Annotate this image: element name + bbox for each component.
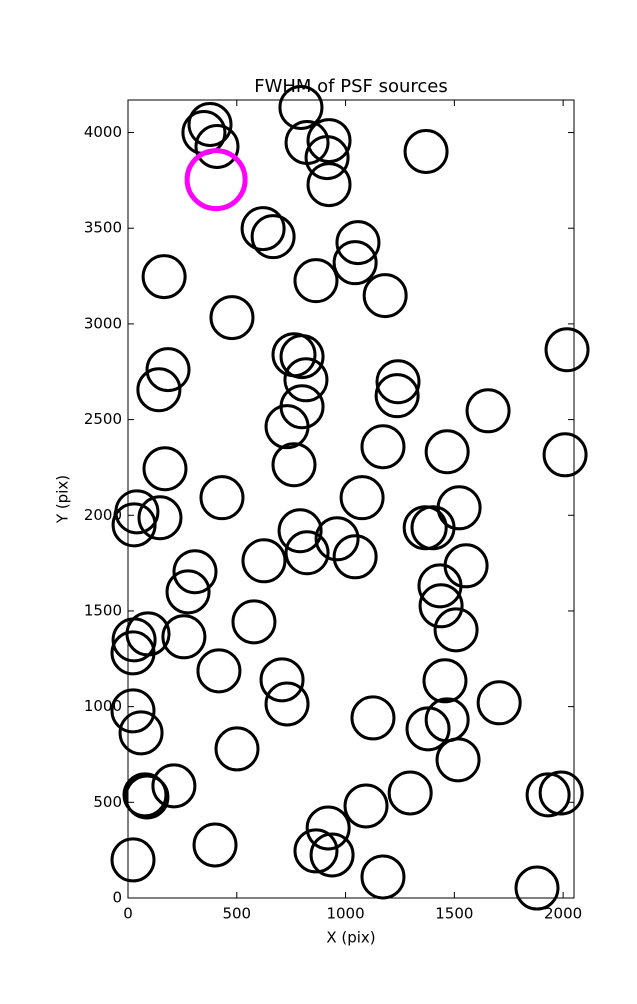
source-circle [293,828,339,874]
source-circle [199,475,245,521]
source-circle [305,805,351,851]
source-circle [424,429,470,475]
source-circle [184,148,248,212]
source-circle [476,680,522,726]
source-circle [142,446,188,492]
x-tick-label: 500 [222,905,251,923]
source-circle [542,432,588,478]
source-circle [306,162,352,208]
source-circle [350,695,396,741]
source-circle [214,726,260,772]
source-circle [209,295,255,341]
source-circle [433,607,479,653]
source-circle [118,710,164,756]
y-tick-label: 1500 [84,601,122,619]
source-circle [314,516,360,562]
source-circle [284,530,330,576]
source-circle [250,214,296,260]
source-circle [465,388,511,434]
source-circle [436,485,482,531]
source-circle [417,563,463,609]
source-circle [525,772,571,818]
source-circle [172,549,218,595]
source-circle [231,599,277,645]
source-circle [136,367,182,413]
source-circle [279,334,325,380]
source-circle [122,772,168,818]
source-circle [110,688,156,734]
source-circle [309,832,355,878]
source-circle [403,128,449,174]
source-circle [192,822,238,868]
source-circle [151,763,197,809]
source-circle [196,648,242,694]
source-circle [111,502,157,548]
source-circle [283,357,329,403]
source-circle [538,770,584,816]
x-tick-label: 2000 [544,905,582,923]
source-circle [544,327,590,373]
source-circle [339,475,385,521]
source-circle [277,508,323,554]
source-circle [124,774,170,820]
source-circle [335,220,381,266]
x-tick-label: 1000 [326,905,364,923]
chart-title: FWHM of PSF sources [254,76,448,97]
y-tick-label: 3500 [84,219,122,237]
source-circle [240,206,286,252]
source-circle [405,706,451,752]
source-circle [110,837,156,883]
source-circle [418,583,464,629]
y-tick-label: 500 [93,793,122,811]
source-circle [374,373,420,419]
x-axis-label: X (pix) [326,929,375,947]
source-circle [264,681,310,727]
x-tick-label: 0 [123,905,133,923]
source-circle [514,865,560,911]
source-circle [194,124,240,170]
source-circle [332,240,378,286]
source-circle [360,424,406,470]
source-circle [304,135,350,181]
source-circle [141,254,187,300]
source-circle [111,617,157,663]
source-circle [271,442,317,488]
source-circle [137,495,183,541]
plot-frame [127,99,575,899]
source-circle [306,118,352,164]
source-circle [161,614,207,660]
source-circle [293,258,339,304]
source-circle [332,534,378,580]
source-circle [241,538,287,584]
source-circle [264,404,310,450]
source-circle [259,657,305,703]
y-tick-label: 2500 [84,410,122,428]
source-circle [362,273,408,319]
x-tick-label: 1500 [435,905,473,923]
source-circle [110,630,156,676]
y-tick-label: 3000 [84,314,122,332]
source-circle [435,737,481,783]
source-circle [422,658,468,704]
source-circle [343,783,389,829]
y-axis-label: Y (pix) [54,475,72,524]
source-circle [375,359,421,405]
y-tick-label: 0 [112,889,122,907]
source-circle [278,84,324,130]
source-circle [187,101,233,147]
source-circle [145,347,191,393]
y-tick-label: 4000 [84,123,122,141]
source-circle [387,770,433,816]
source-circle [165,569,211,615]
